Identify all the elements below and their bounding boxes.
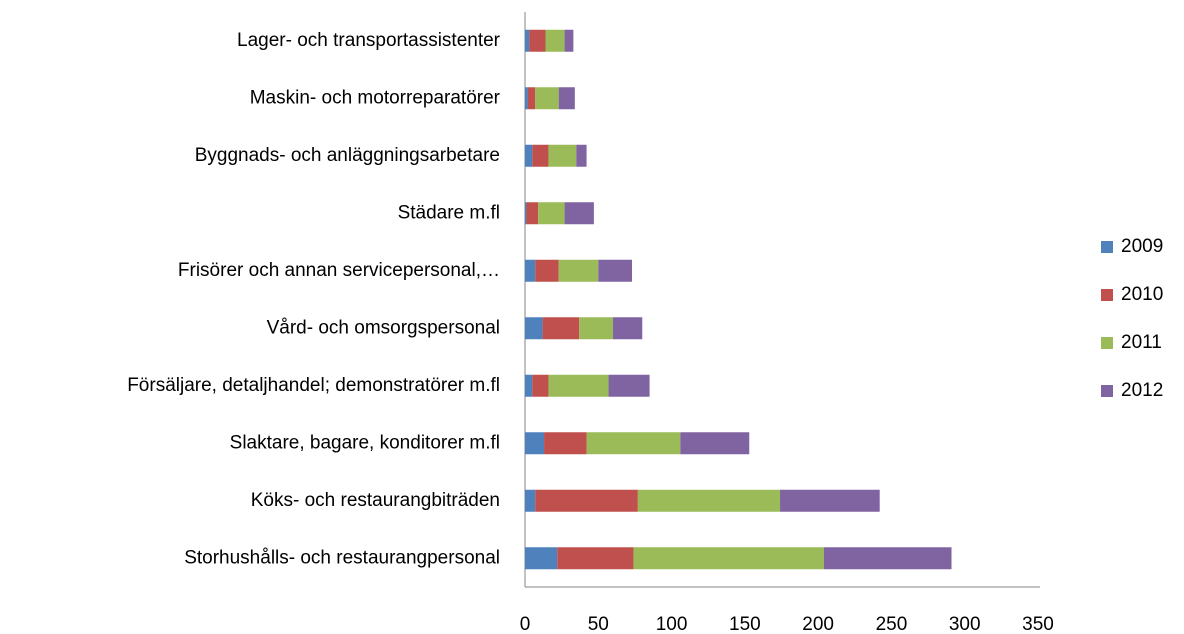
legend-label: 2009	[1121, 236, 1163, 257]
y-tick-label: Frisörer och annan servicepersonal,…	[178, 260, 500, 281]
y-tick-label: Köks- och restaurangbiträden	[251, 490, 500, 511]
y-tick-label: Försäljare, detaljhandel; demonstratörer…	[127, 375, 500, 396]
bar-segment	[586, 432, 681, 455]
bar-segment	[612, 317, 643, 340]
bar-segment	[637, 489, 781, 512]
x-tick-label: 250	[876, 614, 908, 634]
bar-segment	[542, 317, 580, 340]
bar-segment	[544, 432, 587, 455]
bar-segment	[525, 547, 558, 570]
bar-segment	[579, 317, 613, 340]
bar-segment	[564, 202, 594, 225]
y-tick-label: Vård- och omsorgspersonal	[267, 317, 500, 338]
bar-segment	[548, 374, 609, 397]
bar-segment	[525, 202, 527, 225]
bar-segment	[527, 87, 536, 110]
bar-segment	[525, 432, 545, 455]
y-tick-label: Storhushålls- och restaurangpersonal	[184, 547, 500, 568]
x-tick-label: 300	[949, 614, 981, 634]
bar-segment	[535, 87, 559, 110]
legend-swatch	[1101, 289, 1113, 301]
bar-segment	[525, 317, 543, 340]
bar-segment	[538, 202, 565, 225]
x-tick-label: 200	[802, 614, 834, 634]
y-tick-label: Maskin- och motorreparatörer	[250, 87, 501, 108]
bar-segment	[598, 259, 632, 282]
bar-segment	[548, 144, 577, 167]
bar-segment	[557, 547, 634, 570]
y-tick-label: Lager- och transportassistenter	[237, 30, 501, 51]
bar-segment	[545, 29, 565, 52]
y-tick-label: Slaktare, bagare, konditorer m.fl	[230, 432, 500, 453]
bar-segment	[824, 547, 952, 570]
x-tick-label: 350	[1022, 614, 1054, 634]
bar-segment	[525, 29, 530, 52]
bar-segment	[525, 374, 533, 397]
x-tick-label: 150	[729, 614, 761, 634]
y-tick-label: Byggnads- och anläggningsarbetare	[195, 145, 500, 166]
legend-label: 2012	[1121, 380, 1163, 401]
legend-swatch	[1101, 385, 1113, 397]
y-tick-label: Städare m.fl	[398, 202, 500, 223]
bar-segment	[558, 259, 599, 282]
x-tick-label: 0	[520, 614, 531, 634]
legend-label: 2011	[1121, 332, 1162, 353]
bar-segment	[525, 489, 536, 512]
bar-segment	[526, 202, 539, 225]
x-tick-label: 50	[588, 614, 609, 634]
bar-segment	[564, 29, 574, 52]
bar-segment	[680, 432, 750, 455]
bar-segment	[532, 144, 549, 167]
bar-segment	[780, 489, 880, 512]
bar-segment	[535, 489, 638, 512]
legend-swatch	[1101, 241, 1113, 253]
bar-segment	[633, 547, 825, 570]
bar-segment	[525, 87, 528, 110]
bar-segment	[525, 144, 533, 167]
bar-segment	[525, 259, 536, 282]
bar-segment	[529, 29, 546, 52]
bar-segment	[576, 144, 587, 167]
legend-label: 2010	[1121, 284, 1163, 305]
legend-swatch	[1101, 337, 1113, 349]
bar-segment	[558, 87, 575, 110]
bar-segment	[532, 374, 549, 397]
x-tick-label: 100	[656, 614, 688, 634]
bar-segment	[535, 259, 559, 282]
bar-segment	[608, 374, 650, 397]
